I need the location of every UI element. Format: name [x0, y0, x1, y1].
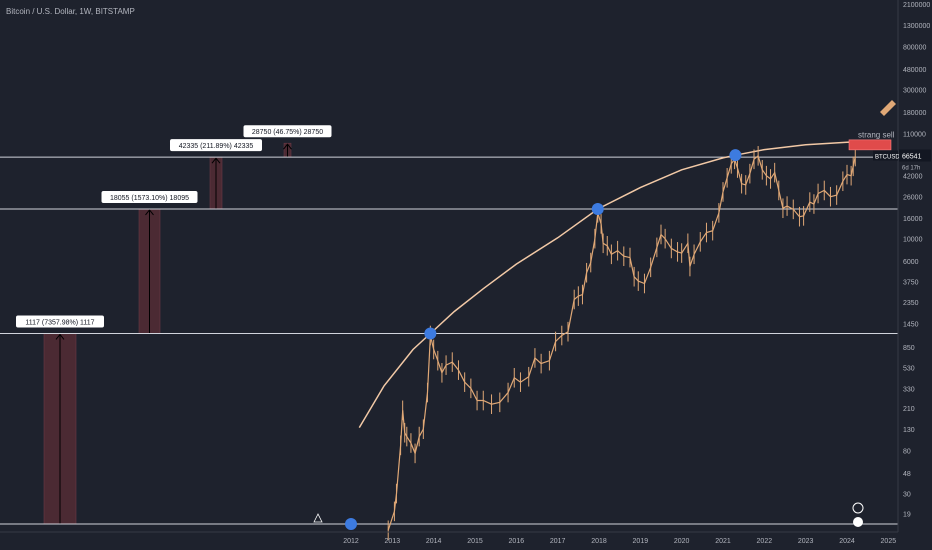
y-tick-label: 19 [903, 512, 911, 519]
y-tick-label: 48 [903, 471, 911, 478]
y-tick-label: 42000 [903, 174, 923, 181]
flag-icon [853, 517, 863, 527]
chart-title: Bitcoin / U.S. Dollar, 1W, BITSTAMP [6, 7, 135, 16]
measure-label: 18055 (1573.10%) 18095 [110, 195, 189, 202]
price-series [387, 146, 856, 541]
countdown-label: 6d 17h [902, 165, 920, 171]
cycle-marker [591, 202, 604, 215]
x-tick-label: 2018 [591, 538, 607, 545]
cycle-marker [729, 149, 742, 162]
y-tick-label: 6000 [903, 259, 919, 266]
measure-arrowhead [283, 143, 292, 150]
y-tick-label: 850 [903, 345, 915, 352]
measure-label: 28750 (46.75%) 28750 [252, 129, 323, 136]
x-tick-label: 2024 [839, 538, 855, 545]
pencil-icon [880, 100, 896, 116]
curve-path [358, 140, 881, 428]
y-tick-label: 2100000 [903, 2, 930, 9]
x-tick-label: 2025 [881, 538, 897, 545]
measure-label: 1117 (7357.98%) 1117 [25, 319, 94, 326]
price-axis: 2100000 1300000 800000 480000 300000 180000 11… [897, 0, 932, 550]
x-tick-label: 2013 [385, 538, 401, 545]
x-tick-label: 2021 [715, 538, 731, 545]
cycle-markers [345, 149, 742, 530]
x-tick-label: 2020 [674, 538, 690, 545]
y-tick-label: 16000 [903, 216, 923, 223]
y-tick-label: 30 [903, 492, 911, 499]
measure-label-box [101, 190, 198, 203]
ticker-tag-box [873, 150, 898, 161]
note-box [848, 139, 892, 151]
y-tick-label: 10000 [903, 237, 923, 244]
x-tick-label: 2017 [550, 538, 566, 545]
y-tick-label: 1450 [903, 321, 919, 328]
x-tick-label: 2016 [509, 538, 525, 545]
y-tick-label: 26000 [903, 195, 923, 202]
price-label: 66541 [902, 153, 922, 160]
y-tick-label: 80 [903, 449, 911, 456]
y-tick-label: 330 [903, 386, 915, 393]
y-tick-label: 800000 [903, 44, 926, 51]
price-label-box [899, 149, 931, 162]
y-tick-label: 1300000 [903, 23, 930, 30]
y-tick-label: 130 [903, 427, 915, 434]
measure-tools: 1117 (7357.98%) 1117 18055 (1573.10%) 180… [16, 125, 332, 525]
y-tick-label: 480000 [903, 67, 926, 74]
x-tick-label: 2019 [633, 538, 649, 545]
measure-arrowhead [145, 209, 154, 216]
ticker-tag: BTCUSD [875, 154, 900, 160]
y-tick-label: 530 [903, 366, 915, 373]
x-tick-label: 2012 [343, 538, 359, 545]
cycle-marker [345, 518, 357, 530]
measure-arrowhead [211, 157, 221, 164]
note-label: strang sell [858, 130, 895, 139]
price-axis-bg [898, 0, 932, 550]
price-line [387, 154, 856, 531]
x-tick-label: 2015 [467, 538, 483, 545]
dino-icon [313, 513, 323, 523]
measure-arrowhead [55, 333, 65, 340]
y-tick-label: 300000 [903, 87, 926, 94]
measure-label-box [243, 125, 332, 138]
y-tick-label: 180000 [903, 110, 926, 117]
measure-label: 42335 (211.89%) 42335 [179, 143, 254, 150]
x-tick-label: 2023 [798, 538, 814, 545]
measure-label-box [170, 139, 262, 152]
y-tick-label: 3750 [903, 280, 919, 287]
y-tick-label: 210 [903, 406, 915, 413]
annotations: BTCUSD 66541 6d 17h strang sell [313, 100, 931, 527]
x-tick-label: 2014 [426, 538, 442, 545]
trend-curve [358, 140, 881, 428]
measure-label-box [16, 315, 104, 328]
y-tick-label: 2350 [903, 300, 919, 307]
lightning-icon [852, 502, 864, 514]
y-tick-label: 110000 [903, 131, 926, 138]
cycle-marker [424, 327, 437, 340]
x-tick-label: 2022 [757, 538, 773, 545]
time-axis: 2012 2013 2014 2015 2016 2017 2018 2019 2020 2021… [0, 531, 898, 545]
